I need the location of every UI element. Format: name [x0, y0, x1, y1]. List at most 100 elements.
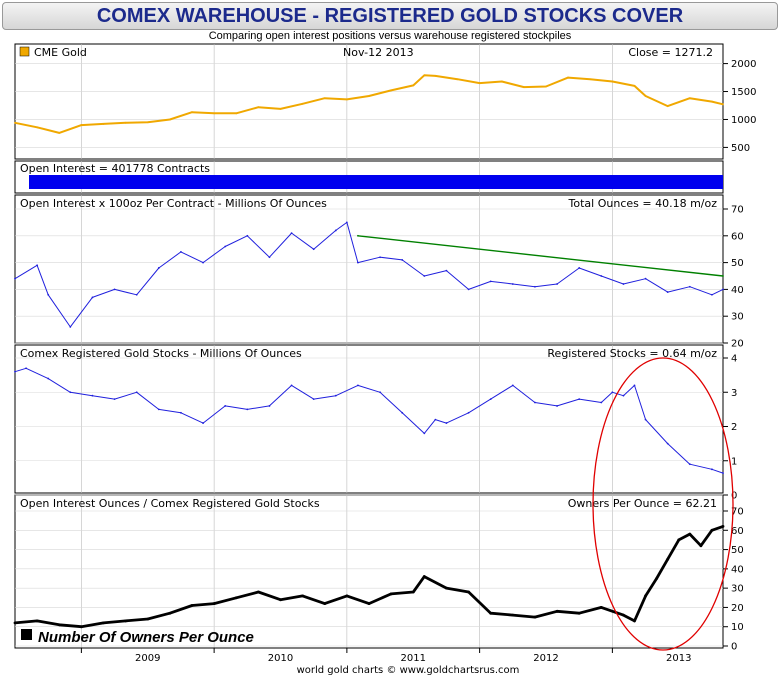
- highlight-ellipse: [592, 357, 734, 651]
- owners-per-ounce-line-point: [688, 532, 692, 536]
- trend-line: [357, 235, 724, 277]
- registered-stocks-line-point: [180, 411, 182, 414]
- owners-per-ounce-line-point: [721, 525, 725, 528]
- oi-ounces-line-point: [600, 275, 603, 277]
- registered-stocks-line-point: [135, 391, 138, 394]
- registered-stocks-line-point: [14, 370, 16, 373]
- owners-per-ounce-line-point: [212, 602, 216, 605]
- gold-price-line-point: [456, 78, 459, 81]
- gold-price-line-point: [213, 112, 216, 115]
- owners-per-ounce-line-point: [422, 575, 426, 578]
- y-tick-label-oi_ounces: 60: [731, 231, 744, 242]
- registered-stocks-line-point: [202, 422, 204, 424]
- oi-ounces-line-point: [445, 269, 448, 272]
- oi-contracts-label: Open Interest = 401778 Contracts: [20, 162, 210, 175]
- y-tick-label-registered: 2: [731, 422, 737, 433]
- owners-per-ounce-line-point: [168, 611, 172, 615]
- gold-price-line-point: [14, 121, 16, 124]
- registered-stocks-line-point: [633, 384, 636, 387]
- oi-ounces-line-point: [113, 288, 116, 291]
- owners-ratio-label: Open Interest Ounces / Comex Registered …: [20, 497, 320, 510]
- registered-stocks-line-point: [268, 405, 271, 407]
- y-tick-label-oi_ounces: 40: [731, 285, 744, 296]
- owners-per-ounce-line-point: [234, 596, 238, 600]
- registered-stocks-line-point: [401, 411, 404, 414]
- gold-price-line-point: [688, 97, 691, 100]
- gold-price-line-point: [58, 131, 61, 134]
- oi-ounces-line-point: [423, 275, 426, 277]
- gold-price-line-point: [423, 74, 426, 77]
- gold-price-line-point: [168, 118, 171, 121]
- registered-stocks-line-point: [91, 394, 94, 397]
- y-tick-label-owners: 70: [731, 507, 744, 518]
- gold-price-line-point: [611, 80, 614, 83]
- oi-ounces-line-point: [202, 261, 204, 264]
- owners-per-ounce-line-point: [279, 598, 282, 602]
- owners-per-ounce-line-point: [633, 619, 636, 623]
- owners-per-ounce-line-point: [389, 592, 393, 596]
- registered-stocks-line-point: [622, 394, 625, 397]
- owners-per-ounce-line: [14, 525, 724, 629]
- x-tick-label: 2011: [401, 653, 426, 664]
- registered-stocks-line-point: [379, 391, 381, 394]
- gold-price-line-point: [434, 74, 437, 77]
- registered-stocks-line-point: [688, 463, 691, 466]
- gold-price-line-point: [644, 95, 647, 97]
- owners-per-ounce-line-point: [577, 611, 581, 615]
- owners-per-ounce-line-point: [345, 594, 349, 598]
- y-tick-label-owners: 50: [731, 545, 744, 556]
- gold-price-line-point: [323, 97, 326, 100]
- y-tick-label-oi_ounces: 30: [731, 312, 744, 323]
- chart-title: COMEX WAREHOUSE - REGISTERED GOLD STOCKS…: [96, 5, 684, 27]
- trend-line-point: [722, 275, 724, 277]
- owners-per-ounce-label: Owners Per Ounce = 62.21: [568, 497, 717, 510]
- chart-subtitle: Comparing open interest positions versus…: [208, 30, 572, 42]
- owners-per-ounce-line-point: [323, 602, 327, 605]
- y-tick-label-owners: 20: [731, 603, 744, 614]
- gold-price-line-point: [36, 126, 39, 129]
- gold-price-line-point: [124, 121, 127, 124]
- gold-price-line-point: [146, 121, 149, 124]
- registered-stocks-line-point: [722, 472, 724, 474]
- oi-ounces-line-point: [357, 261, 359, 264]
- y-tick-label-registered: 1: [731, 456, 737, 467]
- x-tick-label: 2010: [268, 653, 293, 664]
- registered-stocks-line-point: [334, 394, 337, 397]
- y-tick-label-registered: 3: [731, 388, 737, 399]
- oi-ounces-line-point: [467, 288, 470, 291]
- gold-price-line-point: [567, 76, 570, 79]
- registered-stocks-line-point: [644, 418, 647, 421]
- gold-price-line-point: [711, 100, 713, 103]
- registered-stocks-line-point: [489, 398, 492, 400]
- title-banner: COMEX WAREHOUSE - REGISTERED GOLD STOCKS…: [2, 2, 778, 30]
- gold-price-line-point: [545, 85, 547, 88]
- gold-price-line-point: [522, 86, 525, 88]
- panel-frame-gold: [14, 43, 724, 160]
- registered-stocks-line-point: [556, 405, 558, 407]
- y-tick-label-owners: 30: [731, 584, 744, 595]
- owners-per-ounce-line-point: [710, 528, 714, 532]
- registered-stocks-line-point: [357, 384, 359, 387]
- gold-price-line-point: [301, 102, 304, 105]
- gold-price-line-point: [390, 89, 393, 92]
- oi-ounces-line-point: [711, 293, 713, 296]
- gold-price-line-point: [235, 112, 238, 115]
- gold-price-line-point: [257, 106, 260, 109]
- y-tick-label-registered: 4: [731, 354, 737, 365]
- registered-stocks-label: Registered Stocks = 0.64 m/oz: [547, 347, 717, 360]
- panel-frame-registered: [14, 344, 724, 494]
- x-tick-label: 2013: [666, 653, 691, 664]
- oi-ounces-line-point: [36, 264, 39, 267]
- registered-stocks-line-point: [534, 401, 536, 404]
- owners-per-ounce-line-point: [301, 594, 305, 598]
- owners-per-ounce-line-point: [190, 604, 194, 607]
- total-ounces-label: Total Ounces = 40.18 m/oz: [568, 197, 718, 210]
- y-tick-label-owners: 60: [731, 526, 744, 537]
- credit-text: world gold charts © www.goldchartsrus.co…: [297, 665, 520, 676]
- y-tick-label-gold: 1000: [731, 115, 756, 126]
- gold-price-line-point: [666, 105, 669, 107]
- gold-price-line-point: [368, 95, 370, 97]
- oi-ounces-line-point: [246, 234, 249, 237]
- oi-ounces-line-point: [556, 283, 558, 285]
- y-tick-label-oi_ounces: 70: [731, 205, 744, 216]
